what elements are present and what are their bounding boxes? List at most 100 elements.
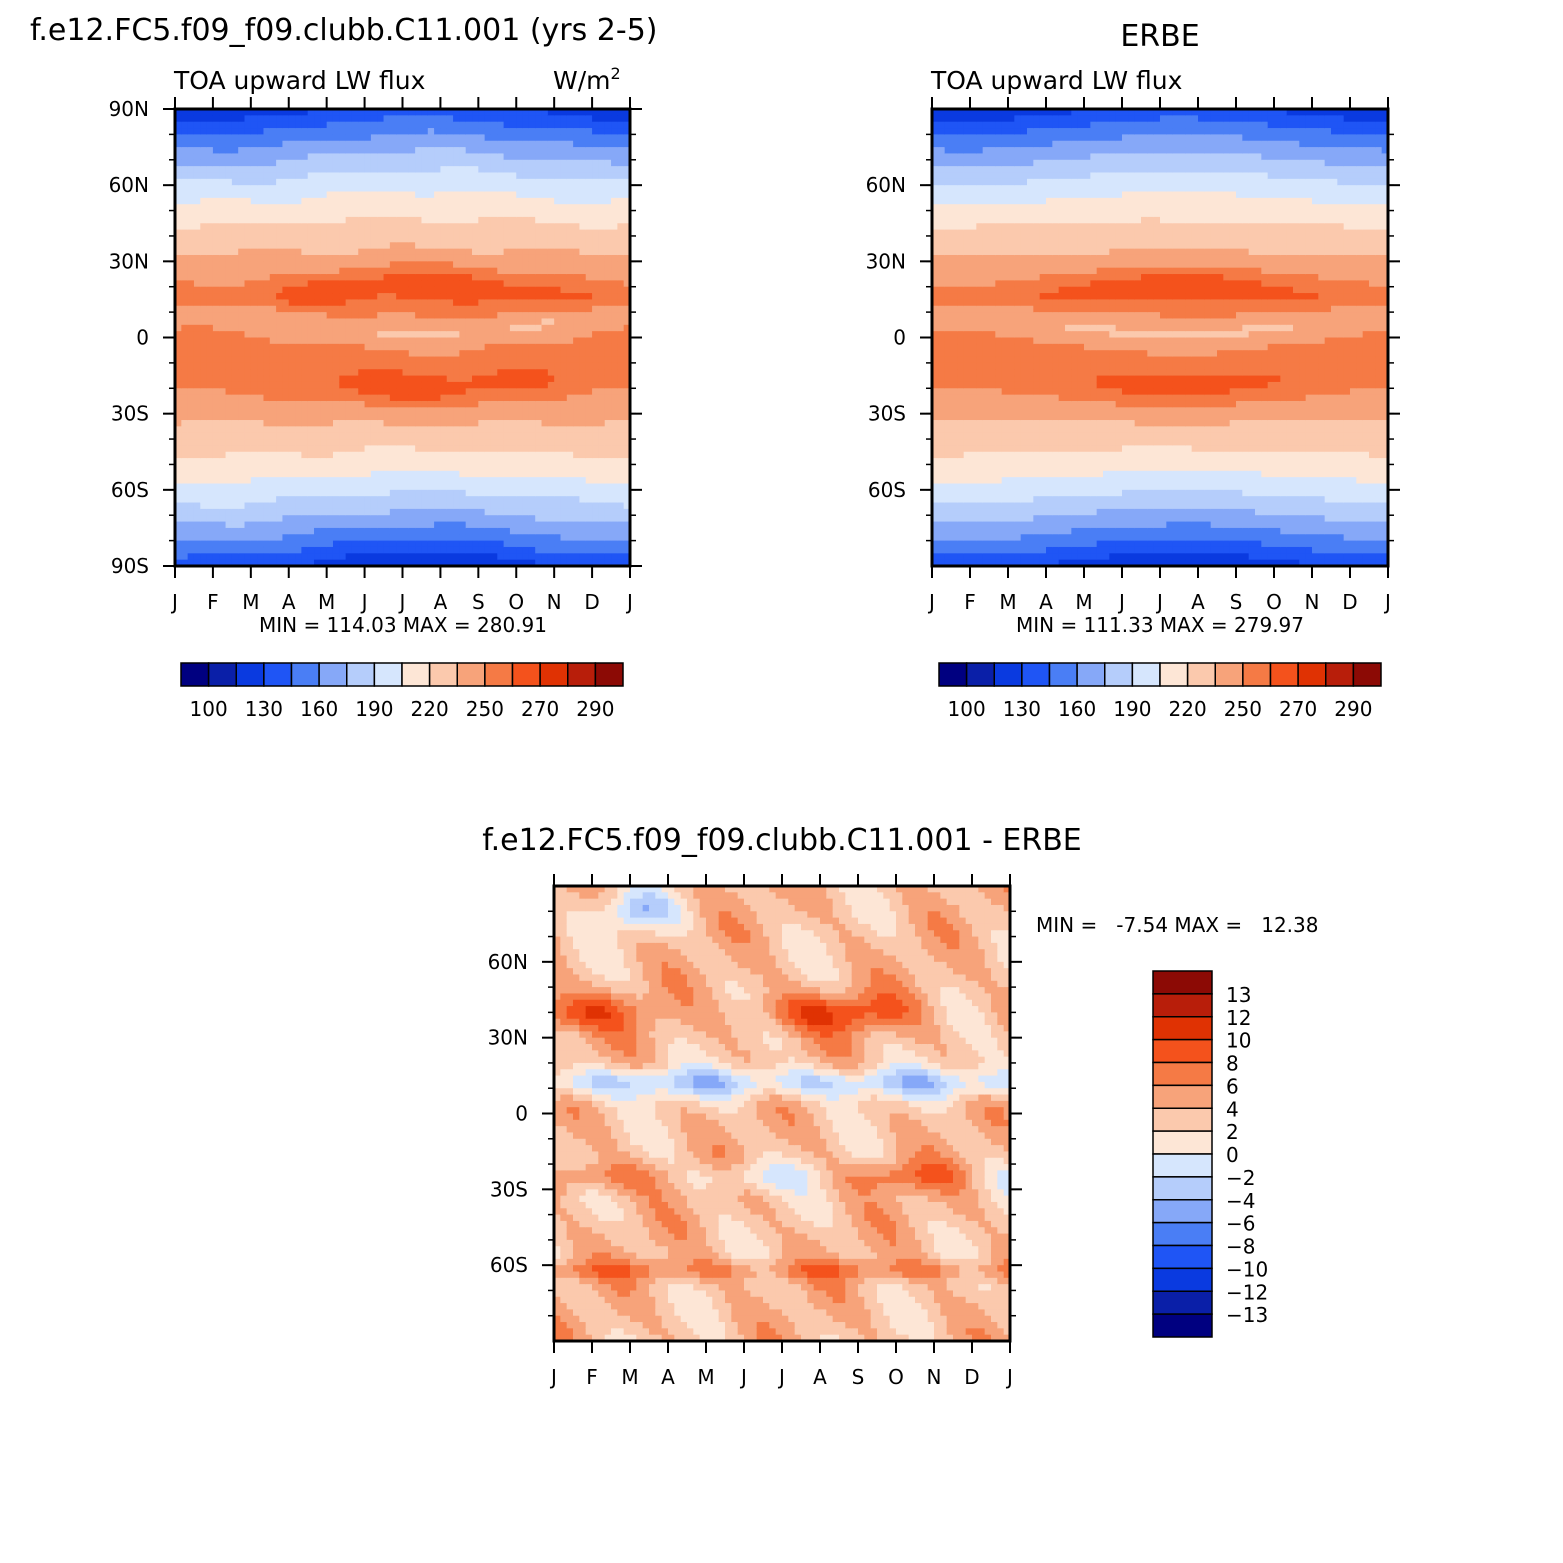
- heatmap-cell: [263, 305, 271, 313]
- heatmap-cell: [509, 140, 517, 148]
- heatmap-cell: [598, 305, 606, 313]
- heatmap-cell: [598, 356, 606, 364]
- heatmap-cell: [579, 286, 587, 294]
- heatmap-cell: [592, 185, 599, 193]
- heatmap-cell: [509, 508, 517, 516]
- heatmap-cell: [320, 140, 328, 148]
- heatmap-cell: [219, 527, 227, 535]
- heatmap-cell: [212, 134, 220, 142]
- heatmap-cell: [314, 299, 321, 307]
- heatmap-cell: [598, 420, 606, 427]
- heatmap-cell: [408, 210, 416, 218]
- heatmap-cell: [427, 445, 435, 453]
- heatmap-cell: [421, 369, 429, 377]
- heatmap-cell: [320, 470, 328, 478]
- heatmap-cell: [351, 109, 359, 116]
- heatmap-cell: [358, 413, 366, 421]
- heatmap-cell: [276, 451, 284, 459]
- heatmap-cell: [421, 305, 429, 313]
- heatmap-cell: [396, 274, 404, 281]
- heatmap-cell: [351, 527, 359, 535]
- heatmap-cell: [212, 445, 220, 453]
- heatmap-cell: [377, 559, 385, 567]
- heatmap-cell: [509, 121, 517, 129]
- heatmap-cell: [263, 546, 271, 554]
- heatmap-cell: [490, 369, 498, 377]
- heatmap-cell: [301, 413, 309, 421]
- heatmap-cell: [276, 381, 284, 389]
- heatmap-cell: [332, 369, 340, 377]
- heatmap-cell: [503, 191, 511, 199]
- heatmap-cell: [592, 439, 599, 447]
- heatmap-cell: [314, 293, 321, 301]
- heatmap-cell: [472, 489, 479, 497]
- heatmap-cell: [446, 121, 454, 129]
- heatmap-cell: [307, 496, 315, 504]
- heatmap-cell: [295, 235, 302, 243]
- heatmap-cell: [345, 439, 353, 447]
- heatmap-cell: [453, 375, 460, 383]
- heatmap-cell: [351, 343, 359, 351]
- heatmap-cell: [604, 451, 612, 459]
- heatmap-cell: [573, 254, 581, 262]
- heatmap-cell: [238, 496, 246, 504]
- heatmap-cell: [225, 559, 233, 567]
- heatmap-cell: [509, 115, 517, 123]
- heatmap-cell: [522, 286, 530, 294]
- heatmap-cell: [364, 540, 372, 548]
- heatmap-cell: [244, 235, 252, 243]
- heatmap-cell: [187, 439, 195, 447]
- heatmap-cell: [187, 147, 195, 155]
- heatmap-cell: [497, 293, 505, 301]
- heatmap-cell: [415, 318, 423, 326]
- heatmap-cell: [503, 420, 511, 427]
- heatmap-cell: [225, 248, 233, 256]
- heatmap-cell: [288, 496, 296, 504]
- heatmap-cell: [212, 331, 220, 339]
- heatmap-cell: [453, 439, 460, 447]
- heatmap-cell: [490, 375, 498, 383]
- heatmap-cell: [453, 178, 460, 186]
- heatmap-cell: [181, 451, 189, 459]
- heatmap-cell: [219, 350, 227, 358]
- heatmap-cell: [320, 147, 328, 155]
- heatmap-cell: [408, 496, 416, 504]
- heatmap-cell: [402, 191, 410, 199]
- heatmap-cell: [459, 388, 467, 396]
- heatmap-cell: [320, 166, 328, 174]
- heatmap-cell: [231, 216, 239, 224]
- heatmap-cell: [427, 153, 435, 161]
- heatmap-cell: [175, 223, 182, 231]
- heatmap-cell: [465, 210, 473, 218]
- heatmap-cell: [244, 267, 252, 275]
- heatmap-cell: [383, 178, 391, 186]
- heatmap-cell: [206, 470, 214, 478]
- heatmap-cell: [212, 508, 220, 516]
- heatmap-cell: [295, 400, 302, 408]
- heatmap-cell: [396, 502, 404, 510]
- heatmap-cell: [592, 254, 599, 262]
- heatmap-cell: [573, 109, 581, 116]
- heatmap-cell: [459, 254, 467, 262]
- heatmap-cell: [295, 470, 302, 478]
- heatmap-cell: [547, 242, 555, 250]
- heatmap-cell: [175, 400, 182, 408]
- heatmap-cell: [528, 299, 536, 307]
- heatmap-cell: [307, 559, 315, 567]
- heatmap-cell: [282, 312, 290, 320]
- heatmap-cell: [225, 553, 233, 561]
- heatmap-cell: [193, 426, 201, 434]
- heatmap-cell: [314, 426, 321, 434]
- heatmap-cell: [478, 381, 486, 389]
- heatmap-cell: [351, 248, 359, 256]
- heatmap-cell: [573, 229, 581, 237]
- heatmap-cell: [592, 293, 599, 301]
- heatmap-cell: [427, 502, 435, 510]
- heatmap-cell: [389, 280, 397, 288]
- heatmap-cell: [415, 451, 423, 459]
- heatmap-cell: [598, 546, 606, 554]
- heatmap-cell: [212, 153, 220, 161]
- heatmap-cell: [415, 388, 423, 396]
- heatmap-cell: [547, 166, 555, 174]
- heatmap-cell: [276, 470, 284, 478]
